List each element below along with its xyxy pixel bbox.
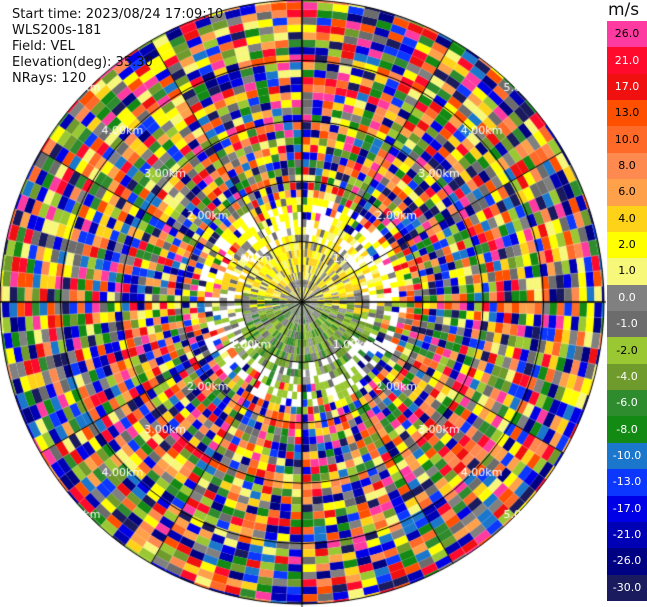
colorbar-title: m/s <box>608 0 640 20</box>
colorbar-tick-label: 4.0 <box>618 211 636 225</box>
colorbar-tick-label: 2.0 <box>618 238 636 252</box>
ppi-velocity-plot <box>0 0 606 607</box>
colorbar-tick-label: 0.0 <box>618 290 636 304</box>
colorbar-tick-label: -13.0 <box>612 475 642 489</box>
colorbar-segment <box>607 284 647 312</box>
colorbar-tick-label: 17.0 <box>614 79 640 93</box>
colorbar-tick-label: -6.0 <box>616 396 638 410</box>
colorbar-segment <box>607 521 647 549</box>
colorbar-tick-label: -17.0 <box>612 501 642 515</box>
colorbar-tick-label: -10.0 <box>612 449 642 462</box>
colorbar-tick-label: 1.0 <box>618 264 636 278</box>
start-time-label: Start time: 2023/08/24 17:09:10 <box>12 7 224 22</box>
colorbar-tick-label: -26.0 <box>612 554 642 568</box>
colorbar-tick-label: 21.0 <box>614 53 640 67</box>
colorbar-tick-label: 6.0 <box>618 185 636 199</box>
colorbar-segment <box>607 390 647 417</box>
field-label: Field: VEL <box>12 39 75 54</box>
colorbar-tick-label: -4.0 <box>616 369 638 383</box>
colorbar-tick-label: -8.0 <box>616 422 638 436</box>
colorbar-segment <box>607 152 647 180</box>
colorbar-segment <box>607 574 647 602</box>
colorbar-segment <box>607 231 647 259</box>
colorbar-tick-label: -1.0 <box>616 317 638 331</box>
colorbar-segment <box>607 495 647 523</box>
colorbar-segment <box>607 311 647 338</box>
colorbar-segment <box>607 179 647 207</box>
colorbar-tick-label: 13.0 <box>614 106 640 120</box>
colorbar-tick-label: -30.0 <box>612 580 642 594</box>
colorbar-segment <box>607 442 647 470</box>
elevation-label: Elevation(deg): 35.30 <box>12 55 153 70</box>
colorbar-segment <box>607 363 647 391</box>
colorbar-tick-label: 26.0 <box>614 27 640 41</box>
instrument-label: WLS200s-181 <box>12 23 102 38</box>
colorbar-segment <box>607 21 647 48</box>
colorbar-segment <box>607 205 647 233</box>
colorbar-segment <box>607 73 647 101</box>
colorbar-tick-label: -21.0 <box>612 528 642 542</box>
colorbar-segment <box>607 47 647 75</box>
colorbar-segment <box>607 337 647 365</box>
nrays-label: NRays: 120 <box>12 71 87 86</box>
colorbar-segment <box>607 416 647 444</box>
colorbar-tick-label: -2.0 <box>616 343 638 357</box>
colorbar-tick-label: 8.0 <box>618 159 636 172</box>
colorbar-segment <box>607 100 647 127</box>
colorbar: 26.0 21.0 17.0 13.0 10.0 8.0 6.0 4.0 2.0 1.0 0.0 -1… <box>607 21 647 602</box>
colorbar-tick-label: 10.0 <box>614 132 640 146</box>
colorbar-segment <box>607 469 647 497</box>
colorbar-segment <box>607 258 647 286</box>
colorbar-segment <box>607 548 647 576</box>
colorbar-segment <box>607 126 647 154</box>
